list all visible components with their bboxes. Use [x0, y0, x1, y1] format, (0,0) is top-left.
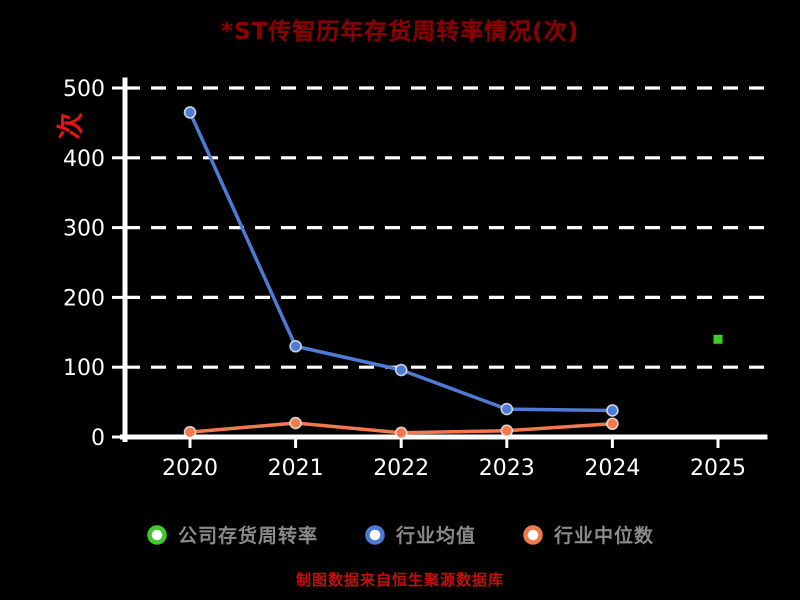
svg-text:2024: 2024	[584, 456, 640, 481]
legend-item-industry-median: 行业中位数	[522, 521, 654, 548]
legend-marker-green-circle-icon	[147, 524, 167, 545]
svg-text:2021: 2021	[268, 456, 324, 481]
svg-text:200: 200	[63, 286, 105, 311]
svg-text:100: 100	[63, 356, 105, 381]
svg-text:2020: 2020	[162, 456, 218, 481]
svg-text:2022: 2022	[373, 456, 429, 481]
svg-text:300: 300	[63, 217, 105, 242]
legend-marker-orange-circle-icon	[523, 524, 543, 545]
svg-text:400: 400	[63, 147, 105, 172]
chart-title: *ST传智历年存货周转率情况(次)	[220, 19, 580, 45]
svg-text:0: 0	[91, 426, 105, 451]
chart-legend: 公司存货周转率 行业均值 行业中位数	[0, 521, 800, 548]
legend-label-industry-median: 行业中位数	[554, 525, 655, 547]
legend-label-company: 公司存货周转率	[177, 525, 318, 547]
svg-text:次: 次	[56, 113, 87, 140]
legend-item-company: 公司存货周转率	[146, 521, 318, 548]
legend-marker-blue-circle-icon	[365, 524, 385, 545]
svg-text:2023: 2023	[479, 456, 535, 481]
legend-item-industry-mean: 行业均值	[364, 521, 476, 548]
svg-text:2025: 2025	[690, 456, 746, 481]
data-source-note: 制图数据来自恒生聚源数据库	[295, 571, 504, 589]
legend-label-industry-mean: 行业均值	[395, 525, 476, 547]
svg-text:500: 500	[63, 77, 105, 102]
chart-canvas: 0 100 200 300 400 500 2020 2021 2022 2023 2024 2025…	[56, 77, 768, 481]
